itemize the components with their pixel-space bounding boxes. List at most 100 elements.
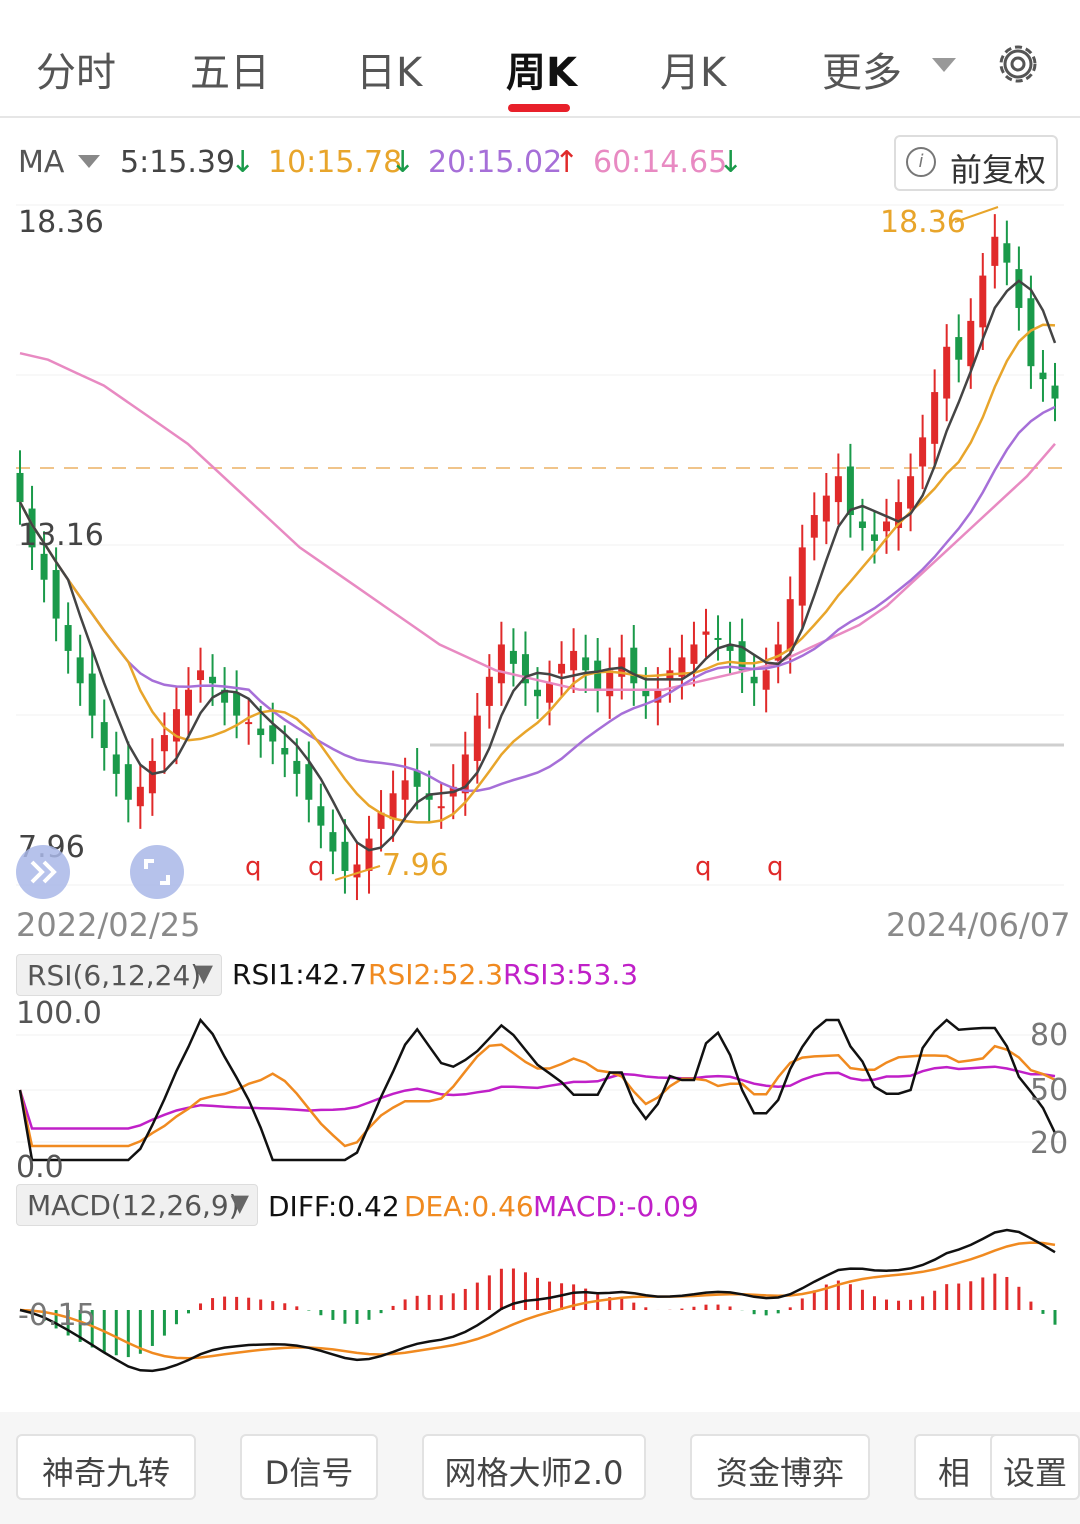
double-chevron-icon (30, 860, 57, 884)
tool-label: D信号 (264, 1454, 354, 1492)
tab-more[interactable]: 更多 (822, 50, 902, 96)
price-axis-mid: 13.16 (18, 518, 104, 553)
rsi-axis-top: 100.0 (16, 996, 102, 1031)
tab-daily-k[interactable]: 日K (356, 50, 423, 96)
candle-body (124, 764, 132, 800)
adjust-mode-button[interactable]: i 前复权 (894, 135, 1058, 191)
ma10-value: 10:15.78 (268, 145, 403, 180)
candle-body (979, 275, 987, 328)
candle-body (485, 676, 493, 706)
candle-body (1039, 372, 1047, 380)
macd-selector[interactable]: MACD(12,26,9) ▼ (16, 1184, 258, 1226)
tool-d-signal[interactable]: D信号 (240, 1434, 378, 1500)
candle-body (521, 654, 529, 684)
candle-body (148, 760, 156, 794)
candle-body (233, 692, 241, 716)
candle-body (1015, 269, 1023, 308)
down-arrow-icon: ↓ (718, 145, 744, 180)
rsi1-line (18, 1017, 1057, 1162)
candle-body (870, 534, 878, 541)
candle-body (846, 466, 854, 516)
ma20-value: 20:15.02 (428, 145, 563, 180)
candle-body (895, 502, 903, 528)
candle-body (401, 780, 409, 800)
candle-body (967, 320, 975, 367)
candle-body (160, 735, 168, 752)
candle-body (714, 637, 722, 640)
candle-body (88, 673, 96, 716)
candle-body (389, 793, 397, 820)
fullscreen-button[interactable] (130, 845, 184, 899)
min-price-annotation: 7.96 (382, 848, 449, 883)
macd-dea-value: DEA:0.46 (404, 1190, 534, 1223)
tool-label: 相 (938, 1454, 971, 1492)
rsi-axis-20: 20 (1030, 1126, 1069, 1161)
candle-body (883, 521, 891, 532)
candle-body (112, 754, 120, 774)
down-arrow-icon: ↓ (230, 145, 256, 180)
gear-icon[interactable] (994, 40, 1042, 88)
ma-dropdown-icon[interactable] (78, 155, 100, 169)
signal-marker: q (245, 852, 262, 882)
candle-body (726, 644, 734, 651)
max-pointer (954, 206, 999, 223)
candle-body (197, 670, 205, 681)
candle-body (1003, 243, 1011, 263)
price-axis-high: 18.36 (18, 205, 104, 240)
period-tab-bar: 分时 五日 日K 周K 月K 更多 (0, 0, 1080, 118)
candle-body (582, 657, 590, 671)
candle-body (437, 806, 445, 809)
expand-icon (144, 859, 170, 885)
candle-body (329, 832, 337, 852)
candle-body (317, 806, 325, 826)
candle-body (293, 760, 301, 774)
candle-body (509, 650, 517, 664)
candle-body (52, 570, 60, 619)
candle-body (558, 663, 566, 674)
candle-body (606, 670, 614, 697)
candle-body (822, 495, 830, 522)
macd-histogram (30, 1268, 1057, 1358)
candle-body (762, 670, 770, 690)
candle-body (209, 676, 217, 684)
candle-body (642, 689, 650, 697)
tab-weekly-k[interactable]: 周K (506, 50, 577, 96)
candle-body (774, 644, 782, 661)
tool-capital-game[interactable]: 资金博弈 (690, 1434, 870, 1500)
rsi-axis-80: 80 (1030, 1018, 1069, 1053)
signal-marker: q (308, 852, 325, 882)
candle-body (678, 657, 686, 677)
candle-body (738, 641, 746, 671)
candle-body (172, 709, 180, 742)
ma20-line (18, 405, 1056, 792)
ma-label[interactable]: MA (18, 145, 65, 180)
candle-body (702, 631, 710, 635)
tool-grid-master[interactable]: 网格大师2.0 (422, 1434, 646, 1500)
chevron-down-icon[interactable] (932, 58, 956, 72)
fast-forward-button[interactable] (16, 845, 70, 899)
candle-body (931, 392, 939, 444)
candle-group (16, 214, 1059, 901)
tab-intraday[interactable]: 分时 (36, 50, 116, 96)
chevron-down-icon: ▼ (194, 959, 213, 987)
rsi-selector[interactable]: RSI(6,12,24) ▼ (16, 954, 222, 996)
candle-body (377, 812, 385, 829)
candle-body (413, 770, 421, 787)
candle-body (810, 515, 818, 538)
macd-value: MACD:-0.09 (533, 1190, 699, 1223)
candle-body (750, 676, 758, 684)
candle-body (1051, 385, 1059, 399)
candle-body (76, 657, 84, 684)
tab-five-day[interactable]: 五日 (190, 50, 270, 96)
rsi2-value: RSI2:52.3 (368, 958, 504, 991)
candle-body (858, 521, 866, 528)
ma5-line (18, 279, 1057, 852)
tool-magic-nine[interactable]: 神奇九转 (16, 1434, 196, 1500)
macd-axis-label: -0.15 (18, 1298, 96, 1333)
candle-body (461, 754, 469, 794)
kline-chart[interactable] (0, 200, 1080, 1412)
settings-button[interactable]: 设置 (990, 1434, 1080, 1500)
candle-body (630, 647, 638, 684)
tab-monthly-k[interactable]: 月K (660, 50, 727, 96)
candle-body (570, 650, 578, 671)
